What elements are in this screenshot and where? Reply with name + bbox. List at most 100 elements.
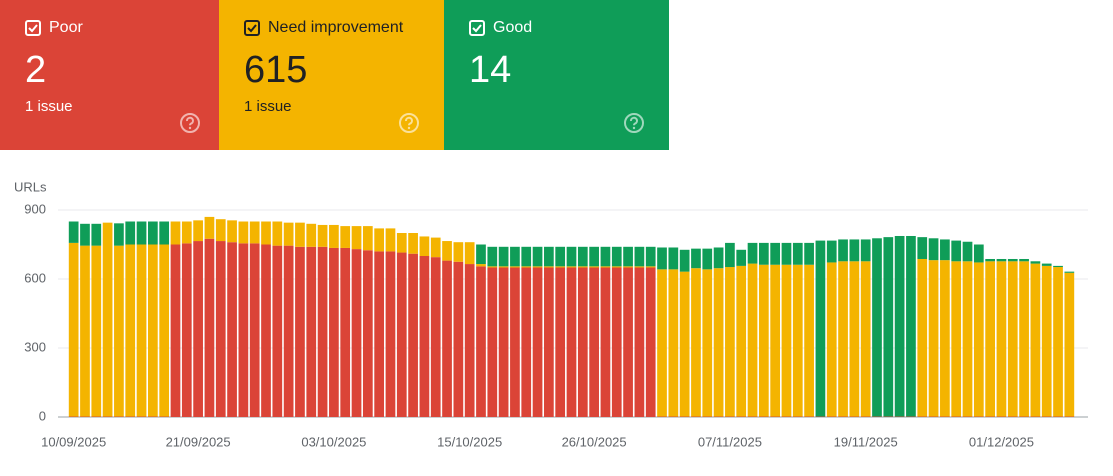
bar-segment [815,240,826,417]
bar-segment [702,269,713,417]
bar-segment [1053,267,1063,417]
bar-segment [973,244,984,263]
bar-segment [906,235,916,417]
bar-segment [215,241,226,417]
bar-segment [623,246,633,267]
bar-segment [261,221,271,245]
bar-segment [91,223,102,246]
bar-segment [295,246,305,417]
bar-segment [317,224,328,247]
bar-segment [566,266,577,268]
bar-segment [985,261,995,417]
bar-segment [453,261,464,417]
bar-segment [962,241,973,262]
bar-segment [295,222,305,247]
help-icon[interactable] [398,112,420,134]
checkbox[interactable] [469,20,485,36]
bar-segment [917,258,928,417]
bar-segment [657,247,667,270]
bar-segment [623,266,633,268]
bar-segment [589,266,599,268]
bar-segment [566,246,577,267]
bar-segment [860,261,871,417]
bar-segment [792,242,803,265]
bar-segment [962,261,973,417]
bar-segment [883,237,894,417]
bar-segment [340,247,351,417]
bar-segment [159,221,170,245]
bar-segment [510,267,520,417]
bar-segment [804,242,814,265]
bar-segment [611,246,622,267]
bar-segment [374,251,385,417]
bar-segment [645,266,656,268]
x-tick-label: 19/11/2025 [834,434,898,449]
bar-segment [430,257,441,417]
bar-segment [238,221,249,244]
bar-segment [758,264,769,417]
checkbox[interactable] [244,20,260,36]
bar-segment [555,267,566,417]
bar-segment [193,241,203,417]
summary-card[interactable]: Need improvement 615 1 issue [219,0,444,150]
bar-segment [702,248,713,270]
bar-segment [826,240,837,263]
bar-segment [80,223,90,246]
bar-segment [532,266,543,268]
bar-segment [238,243,249,417]
bar-segment [894,235,905,417]
bar-segment [657,269,667,417]
bar-segment [747,263,758,417]
bar-segment [555,266,566,268]
bar-segment [125,221,136,245]
bar-segment [996,261,1007,417]
bar-segment [1030,263,1041,417]
bar-segment [1064,271,1075,273]
bar-segment [306,223,317,247]
summary-card[interactable]: Poor 2 1 issue [0,0,225,150]
bar-segment [713,268,724,417]
bar-segment [1064,272,1075,417]
x-tick-label: 10/09/2025 [41,434,106,449]
bar-segment [408,253,418,417]
bar-segment [758,242,769,265]
bar-segment [634,246,645,267]
card-value: 615 [244,49,308,91]
bar-segment [725,267,735,417]
bar-segment [408,233,418,254]
bar-segment [498,246,509,267]
bar-segment [136,244,147,417]
bar-segment [148,244,158,417]
bar-segment [114,223,124,246]
bar-segment [1007,261,1018,417]
bar-segment [996,258,1007,262]
help-icon[interactable] [179,112,201,134]
bar-segment [951,240,962,262]
bar-segment [600,267,611,417]
bar-segment [747,242,758,264]
bar-segment [430,237,441,258]
bar-segment [261,244,271,417]
bar-segment [487,266,498,268]
bar-segment [453,242,464,262]
bar-segment [634,266,645,268]
bar-segment [329,247,339,417]
bar-segment [317,246,328,417]
bar-segment [510,266,520,268]
bar-segment [611,267,622,417]
bar-segment [102,222,113,417]
bar-segment [521,246,532,267]
bar-segment [193,220,203,242]
bar-segment [679,249,690,272]
bar-segment [272,221,283,246]
bar-segment [1019,261,1029,417]
bar-segment [691,268,701,417]
summary-card[interactable]: Good 14 [444,0,669,150]
bar-segment [249,221,260,244]
bar-segment [181,243,192,417]
help-icon[interactable] [623,112,645,134]
checkbox[interactable] [25,20,41,36]
bar-segment [442,241,452,261]
bar-segment [589,267,599,417]
card-label: Need improvement [268,19,404,36]
